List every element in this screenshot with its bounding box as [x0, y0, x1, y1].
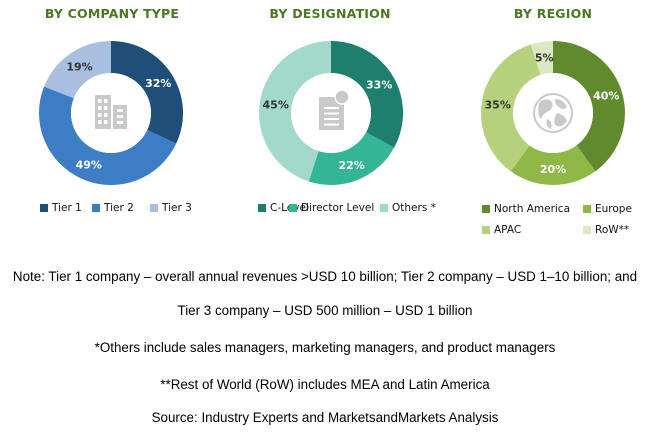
data-label-row: 5%: [535, 52, 554, 65]
legend-label: RoW**: [595, 224, 630, 236]
legend-item-tier-1: Tier 1: [40, 202, 82, 214]
slice-europe: [510, 145, 596, 185]
data-label-tier-2: 49%: [76, 158, 102, 171]
legend-swatch: [92, 204, 100, 212]
legend-swatch: [583, 226, 591, 234]
donut-chart-company-type: 32% 49% 19%: [39, 41, 183, 185]
legend-item-apac: APAC: [482, 224, 521, 236]
legend-swatch: [583, 205, 591, 213]
slice-c-level: [331, 41, 403, 148]
legend-item-north-america: North America: [482, 203, 570, 215]
legend-label: Europe: [595, 203, 632, 215]
chart-title-company-type: BY COMPANY TYPE: [44, 6, 180, 21]
legend-swatch: [482, 226, 490, 234]
slice-tier-1: [111, 41, 183, 144]
globe-icon: [533, 93, 573, 133]
legend-item-others: Others *: [380, 202, 436, 214]
legend-swatch: [40, 204, 48, 212]
legend-swatch: [150, 204, 158, 212]
chart-title-designation: BY DESIGNATION: [269, 6, 391, 21]
donut-chart-designation: 33% 22% 45%: [259, 41, 403, 185]
legend-label: North America: [494, 203, 571, 215]
document-icon: [319, 89, 350, 130]
slice-row: [530, 41, 553, 75]
legend-item-director-level: Director Level: [289, 202, 374, 214]
note-row-footnote: **Rest of World (RoW) includes MEA and L…: [160, 377, 490, 392]
notes-section: Note: Tier 1 company – overall annual re…: [0, 262, 650, 433]
legend-label: Director Level: [301, 202, 375, 214]
data-label-europe: 20%: [540, 163, 566, 176]
slice-tier-3: [44, 41, 112, 99]
legend-item-row: RoW**: [583, 224, 629, 236]
note-others-footnote: *Others include sales managers, marketin…: [94, 340, 556, 355]
chart-title-region: BY REGION: [513, 6, 593, 21]
data-label-others: 45%: [263, 98, 289, 111]
legend-label: Tier 3: [162, 202, 192, 214]
slice-north-america: [553, 41, 625, 172]
legend-label: Tier 2: [104, 202, 134, 214]
legend-item-tier-3: Tier 3: [150, 202, 192, 214]
donut-chart-region: 40% 20% 35% 5%: [481, 41, 625, 185]
data-label-tier-1: 32%: [145, 77, 171, 90]
legend-swatch: [380, 204, 388, 212]
data-label-apac: 35%: [485, 98, 511, 111]
legend-label: Others *: [392, 202, 436, 214]
legend-swatch: [258, 204, 266, 212]
legend-swatch: [482, 205, 490, 213]
slice-tier-2: [39, 86, 177, 185]
slice-apac: [481, 44, 541, 172]
note-tier-definition-line1: Note: Tier 1 company – overall annual re…: [12, 269, 638, 284]
legend-label: APAC: [494, 224, 522, 236]
data-label-director-level: 22%: [338, 159, 364, 172]
legend-swatch: [289, 204, 297, 212]
note-tier-definition-line2: Tier 3 company – USD 500 million – USD 1…: [177, 303, 473, 318]
data-label-c-level: 33%: [366, 78, 392, 91]
legend-label: Tier 1: [52, 202, 82, 214]
data-label-north-america: 40%: [593, 90, 619, 103]
source-note: Source: Industry Experts and MarketsandM…: [151, 410, 499, 425]
legend-item-tier-2: Tier 2: [92, 202, 134, 214]
legend-item-europe: Europe: [583, 203, 632, 215]
data-label-tier-3: 19%: [66, 61, 92, 74]
slice-director-level: [308, 132, 395, 185]
slice-others: [259, 41, 331, 182]
building-icon: [95, 95, 127, 129]
